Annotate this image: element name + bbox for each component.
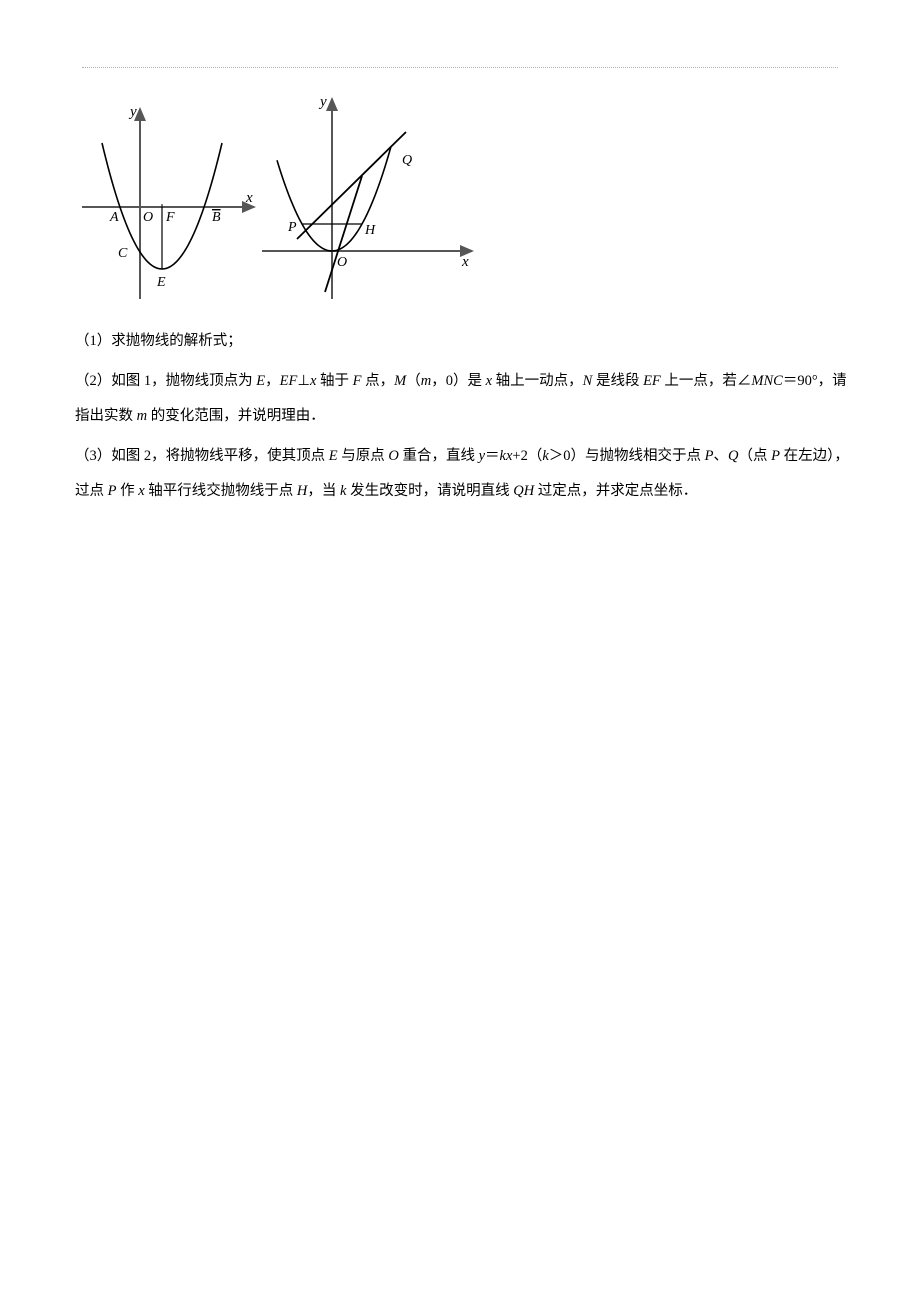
fig2-x-label: x [461, 254, 469, 270]
question-1: （1）求抛物线的解析式； [75, 324, 855, 360]
fig1-point-C: C [118, 246, 128, 261]
page: x y A O F B C E [0, 0, 920, 510]
fig1-point-A: A [109, 210, 119, 225]
figures-row: x y A O F B C E [82, 94, 920, 304]
header-rule [82, 67, 838, 68]
fig2-line-PQ [297, 132, 406, 239]
question-2: （2）如图 1，抛物线顶点为 E，EF⊥x 轴于 F 点，M（m，0）是 x 轴… [75, 364, 855, 435]
figure-1: x y A O F B C E [82, 94, 262, 304]
fig1-y-label: y [128, 104, 137, 120]
fig1-point-B: B [212, 210, 221, 225]
fig1-point-F: F [165, 210, 175, 225]
fig2-y-label: y [318, 94, 327, 110]
fig1-point-O: O [143, 210, 153, 225]
fig2-point-P: P [287, 220, 297, 235]
problem-text: （1）求抛物线的解析式； （2）如图 1，抛物线顶点为 E，EF⊥x 轴于 F … [75, 324, 855, 510]
fig1-x-label: x [245, 190, 253, 206]
q1-text: （1）求抛物线的解析式； [75, 333, 242, 349]
fig2-point-O: O [337, 255, 347, 270]
figure-2: x y P H O Q [262, 94, 482, 304]
fig2-point-H: H [364, 223, 376, 238]
question-3: （3）如图 2，将抛物线平移，使其顶点 E 与原点 O 重合，直线 y＝kx+2… [75, 439, 855, 510]
fig2-point-Q: Q [402, 153, 412, 168]
fig1-point-E: E [156, 275, 166, 290]
